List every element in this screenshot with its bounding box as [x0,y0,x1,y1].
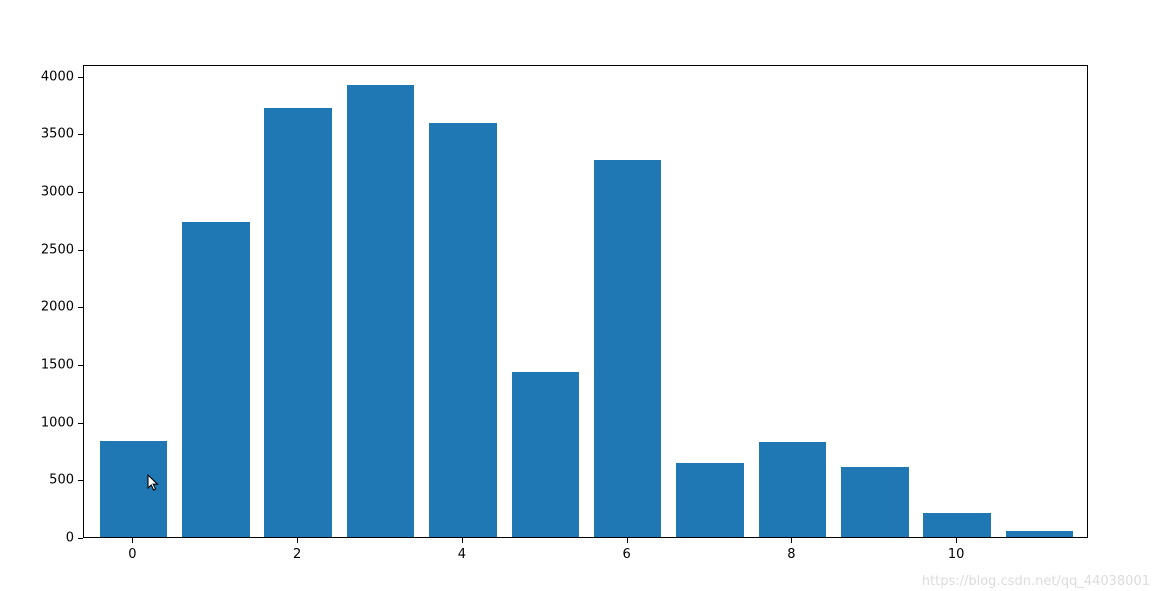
xtick-label: 6 [623,547,631,562]
ytick-label: 3000 [41,184,74,199]
ytick-mark [78,423,83,424]
ytick-mark [78,538,83,539]
bar-4 [429,123,497,537]
xtick-mark [791,538,792,543]
xtick-label: 2 [293,547,301,562]
bar-5 [512,372,580,537]
xtick-mark [132,538,133,543]
ytick-mark [78,192,83,193]
watermark-text: https://blog.csdn.net/qq_44038001 [922,574,1150,589]
bar-1 [182,222,250,537]
bar-9 [841,467,909,537]
ytick-label: 1500 [41,357,74,372]
bar-3 [347,85,415,537]
ytick-label: 2000 [41,300,74,315]
ytick-label: 1000 [41,415,74,430]
bar-10 [923,513,991,537]
ytick-mark [78,250,83,251]
bar-7 [676,463,744,537]
ytick-label: 500 [49,473,74,488]
xtick-mark [956,538,957,543]
xtick-label: 10 [948,547,965,562]
ytick-mark [78,134,83,135]
ytick-mark [78,365,83,366]
xtick-mark [297,538,298,543]
ytick-mark [78,307,83,308]
plot-area [83,65,1088,538]
ytick-mark [78,480,83,481]
chart-canvas: https://blog.csdn.net/qq_44038001 0 500 10… [0,0,1156,591]
ytick-label: 2500 [41,242,74,257]
xtick-label: 0 [128,547,136,562]
bar-0 [100,441,168,537]
xtick-mark [627,538,628,543]
xtick-label: 4 [458,547,466,562]
bar-2 [264,108,332,537]
ytick-mark [78,77,83,78]
ytick-label: 4000 [41,69,74,84]
ytick-label: 3500 [41,127,74,142]
bar-8 [759,442,827,537]
bar-6 [594,160,662,537]
bar-11 [1006,531,1074,537]
xtick-label: 8 [787,547,795,562]
ytick-label: 0 [66,531,74,546]
xtick-mark [462,538,463,543]
